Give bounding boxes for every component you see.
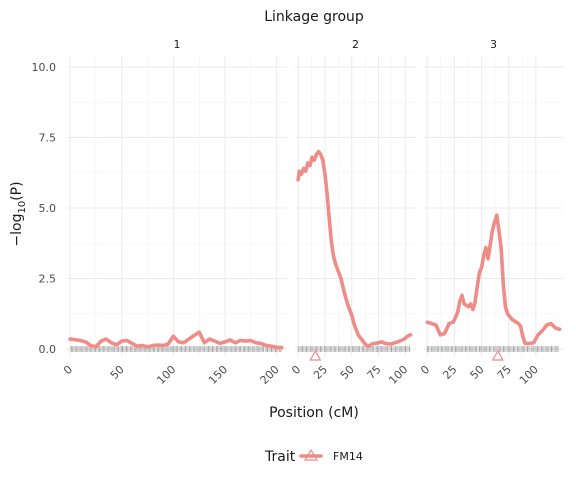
x-tick-label: 75: [365, 363, 384, 382]
facet-panel-1: 1 0 50 100 150 200: [61, 38, 287, 387]
facet-panel-3: 3 0 25 50 75 100: [418, 38, 563, 387]
x-axis-label: Position (cM): [269, 405, 359, 421]
x-tick-label: 100: [154, 363, 178, 387]
x-tick-label: 0: [289, 363, 303, 377]
series-line-fm14: [425, 213, 562, 346]
x-tick-label: 50: [338, 363, 357, 382]
legend-triangle: [303, 448, 319, 461]
y-tick-label: 2.5: [39, 273, 57, 286]
y-axis-ticks: 0.0 2.5 5.0 7.5 10.0: [32, 61, 57, 356]
facet-strip-label: 2: [352, 38, 359, 51]
x-tick-label: 200: [258, 363, 282, 387]
x-tick-label: 0: [418, 363, 432, 377]
x-tick-label: 25: [440, 363, 459, 382]
y-axis-label: −log10(P): [9, 181, 28, 246]
y-tick-label: 0.0: [39, 343, 57, 356]
facet-strip-label: 1: [174, 38, 181, 51]
y-tick-label: 7.5: [39, 132, 57, 145]
marker-rug: [297, 346, 411, 352]
x-tick-label: 100: [517, 363, 541, 387]
series-line-fm14: [68, 330, 284, 350]
legend-key-fm14: [299, 448, 323, 461]
marker-rug: [69, 346, 282, 352]
x-tick-label: 25: [311, 363, 330, 382]
y-tick-label: 5.0: [39, 202, 57, 215]
x-tick-label: 75: [495, 363, 514, 382]
x-tick-label: 50: [108, 363, 127, 382]
legend-label: FM14: [333, 450, 363, 463]
y-tick-label: 10.0: [32, 61, 57, 74]
series-line-fm14: [296, 149, 413, 349]
peak-marker: [491, 349, 504, 361]
marker-rug: [426, 346, 560, 352]
chart-top-title: Linkage group: [264, 9, 364, 25]
legend: Trait FM14: [264, 448, 363, 465]
peak-marker: [309, 349, 322, 361]
x-tick-label: 100: [386, 363, 410, 387]
x-tick-label: 50: [468, 363, 487, 382]
facet-panel-2: 2 0 25 50 75 100: [289, 38, 416, 387]
x-tick-label: 0: [61, 363, 75, 377]
legend-title: Trait: [264, 449, 296, 465]
x-tick-label: 150: [206, 363, 230, 387]
y-axis-title: −log10(P): [9, 181, 28, 246]
facet-strip-label: 3: [490, 38, 497, 51]
